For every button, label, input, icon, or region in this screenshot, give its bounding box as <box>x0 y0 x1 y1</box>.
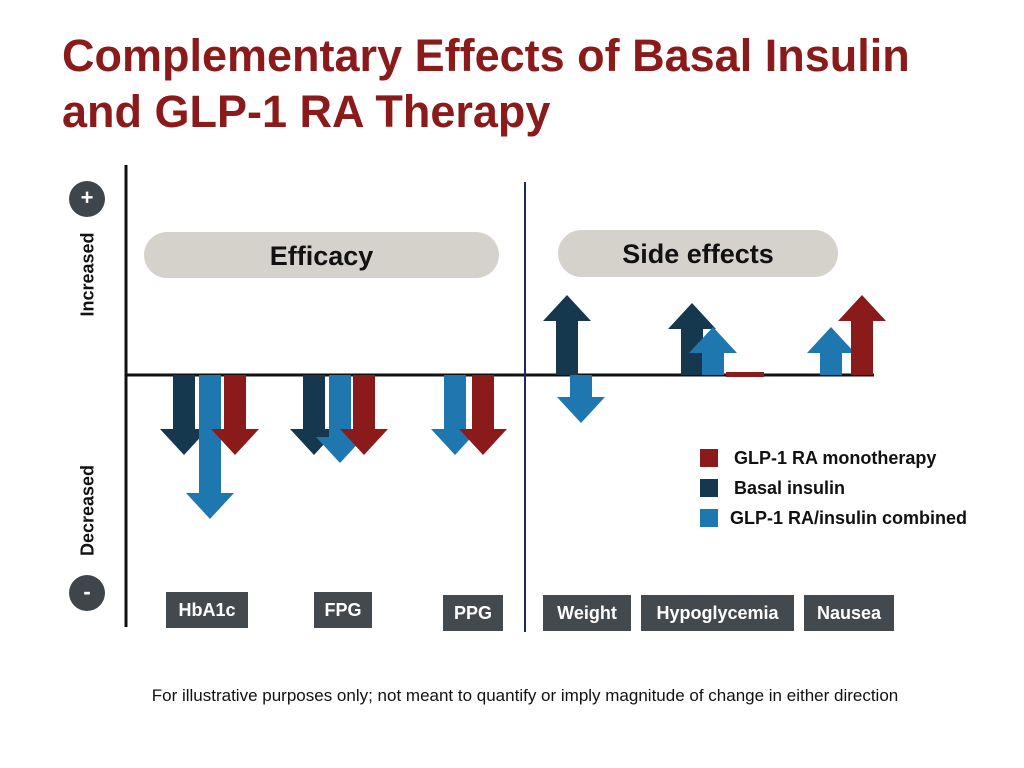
category-label-fpg: FPG <box>314 592 372 628</box>
arrow-combined-ppg <box>431 375 479 455</box>
arrow-glp1-hba1c <box>211 375 259 455</box>
arrow-glp1-nausea <box>838 295 886 375</box>
legend-item-glp1: GLP-1 RA monotherapy <box>700 447 936 469</box>
category-label-hypoglycemia: Hypoglycemia <box>641 595 794 631</box>
title-line-1: Complementary Effects of Basal Insulin <box>62 30 910 81</box>
y-axis-decreased-label: Decreased <box>77 464 98 557</box>
efficacy-group-label: Efficacy <box>144 232 499 278</box>
arrow-glp1-hypoglycemia <box>726 372 764 377</box>
y-axis-increased-label: Increased <box>77 232 98 317</box>
category-label-nausea: Nausea <box>804 595 894 631</box>
arrow-glp1-fpg <box>340 375 388 455</box>
category-label-hba1c: HbA1c <box>166 592 248 628</box>
decreased-sign: - <box>69 575 105 611</box>
arrow-basal-fpg <box>290 375 338 455</box>
legend-swatch-basal <box>700 479 718 497</box>
arrow-combined-nausea <box>807 327 855 375</box>
illustrative-footnote: For illustrative purposes only; not mean… <box>151 686 899 705</box>
legend-item-basal: Basal insulin <box>700 477 845 499</box>
legend-item-combined: GLP-1 RA/insulin combined <box>700 507 967 529</box>
arrow-basal-hypoglycemia <box>668 303 716 375</box>
legend-swatch-combined <box>700 509 718 527</box>
category-label-ppg: PPG <box>443 595 503 631</box>
slide-title: Complementary Effects of Basal Insulin a… <box>62 28 962 140</box>
arrow-glp1-ppg <box>459 375 507 455</box>
increased-sign: + <box>69 181 105 217</box>
legend-swatch-glp1 <box>700 449 718 467</box>
arrow-basal-weight <box>543 295 591 375</box>
arrow-basal-hba1c <box>160 375 208 455</box>
arrow-combined-weight <box>557 375 605 423</box>
title-line-2: and GLP-1 RA Therapy <box>62 86 551 137</box>
category-label-weight: Weight <box>543 595 631 631</box>
side-effects-group-label: Side effects <box>558 230 838 277</box>
arrow-combined-hypoglycemia <box>689 327 737 375</box>
arrow-combined-hba1c <box>186 375 234 519</box>
